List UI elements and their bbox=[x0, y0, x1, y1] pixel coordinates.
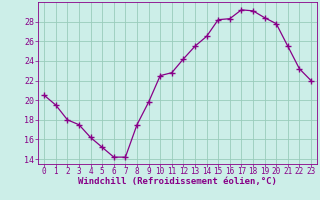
X-axis label: Windchill (Refroidissement éolien,°C): Windchill (Refroidissement éolien,°C) bbox=[78, 177, 277, 186]
